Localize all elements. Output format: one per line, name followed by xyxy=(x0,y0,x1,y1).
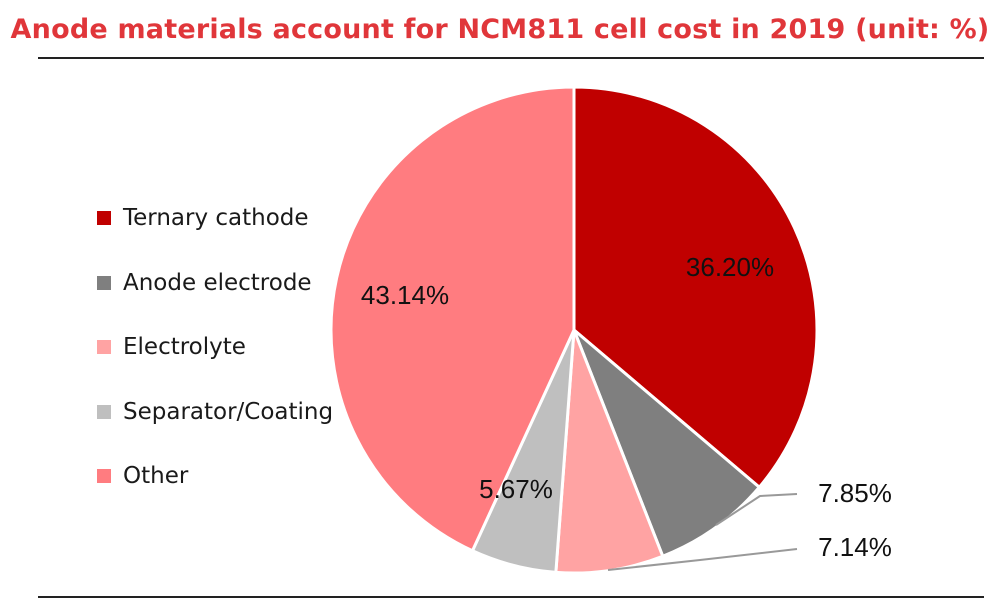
legend-swatch xyxy=(97,340,111,355)
legend-item: Anode electrode xyxy=(97,251,333,316)
pie-slice-other xyxy=(329,85,576,553)
legend-item: Separator/Coating xyxy=(97,380,333,445)
legend-label: Anode electrode xyxy=(123,269,312,296)
data-label: 7.14% xyxy=(818,532,892,562)
data-label: 43.14% xyxy=(361,280,449,310)
bottom-rule xyxy=(38,596,984,598)
pie-slice-anode-electrode xyxy=(572,328,762,559)
data-label: 7.85% xyxy=(818,478,892,508)
legend-swatch xyxy=(97,275,111,290)
data-label: 36.20% xyxy=(686,252,774,282)
data-label: 5.67% xyxy=(479,474,553,504)
legend-swatch xyxy=(97,404,111,419)
legend-label: Electrolyte xyxy=(123,334,246,361)
legend-item: Other xyxy=(97,444,333,509)
legend: Ternary cathode Anode electrode Electrol… xyxy=(97,186,333,509)
legend-label: Other xyxy=(123,463,189,490)
top-rule xyxy=(38,57,984,59)
leader-line xyxy=(715,493,798,526)
pie-slice-ternary-cathode xyxy=(572,85,819,490)
legend-item: Electrolyte xyxy=(97,315,333,380)
chart-title: Anode materials account for NCM811 cell … xyxy=(10,14,990,45)
leader-line xyxy=(607,548,798,571)
legend-label: Separator/Coating xyxy=(123,398,334,425)
legend-swatch xyxy=(97,469,111,484)
legend-swatch xyxy=(97,211,111,226)
legend-label: Ternary cathode xyxy=(123,205,309,232)
legend-item: Ternary cathode xyxy=(97,186,333,251)
